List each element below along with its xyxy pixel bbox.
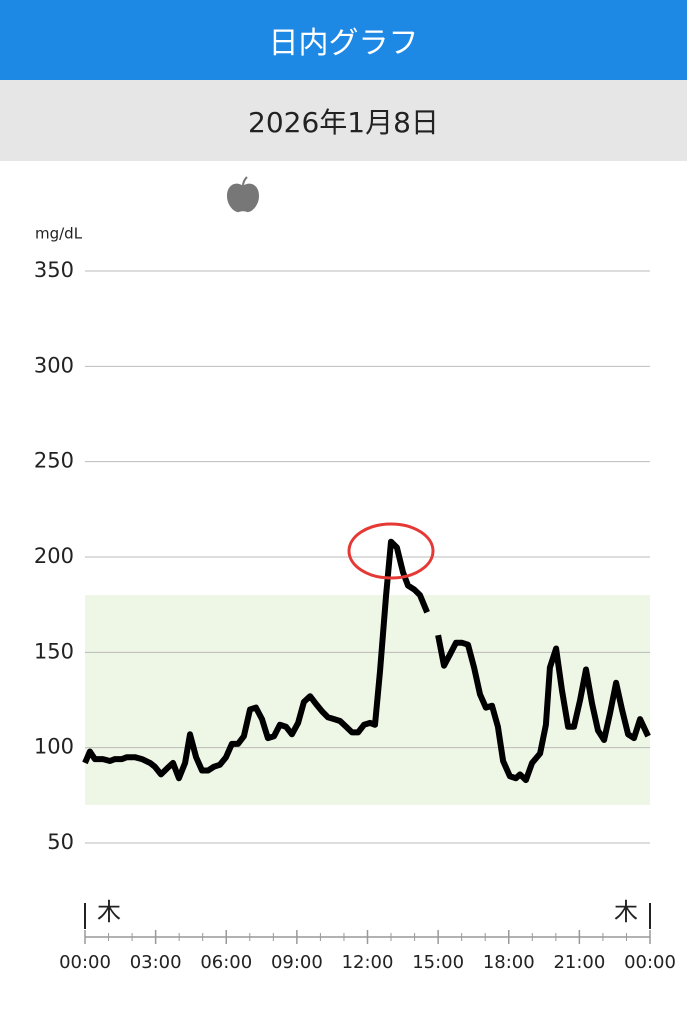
y-tick-label: 350 — [34, 258, 74, 282]
y-tick-label: 200 — [34, 544, 74, 568]
y-unit: mg/dL — [35, 225, 83, 243]
chart: mg/dL 50 100 150 200 250 300 350 00:00 03:00 06:0… — [34, 176, 676, 973]
weekday-start: 木 — [97, 898, 121, 926]
glucose-line — [82, 538, 651, 784]
x-tick-label: 00:00 — [59, 952, 111, 973]
x-tick-label: 18:00 — [483, 952, 535, 973]
apple-icon — [227, 176, 259, 213]
y-tick-label: 150 — [34, 639, 74, 663]
x-tick-label: 03:00 — [130, 952, 182, 973]
x-tick-label: 21:00 — [553, 952, 605, 973]
highlight-circle — [347, 522, 435, 580]
x-tick-label: 09:00 — [271, 952, 323, 973]
y-tick-label: 250 — [34, 449, 74, 473]
y-tick-label: 300 — [34, 353, 74, 377]
x-tick-label: 00:00 — [624, 952, 676, 973]
y-tick-label: 50 — [47, 830, 74, 854]
x-tick-label: 12:00 — [342, 952, 394, 973]
date-bar: 2026年1月8日 — [0, 80, 687, 161]
date: 2026年1月8日 — [248, 105, 439, 139]
x-tick-label: 15:00 — [412, 952, 464, 973]
header-title: 日内グラフ — [268, 26, 419, 61]
x-tick-label: 06:00 — [200, 952, 252, 973]
header: 日内グラフ — [0, 0, 687, 80]
y-tick-label: 100 — [34, 735, 74, 759]
weekday-end: 木 — [614, 898, 638, 926]
plot: 50 100 150 200 250 300 350 00:00 03:00 06:00 09:00… — [34, 258, 676, 973]
